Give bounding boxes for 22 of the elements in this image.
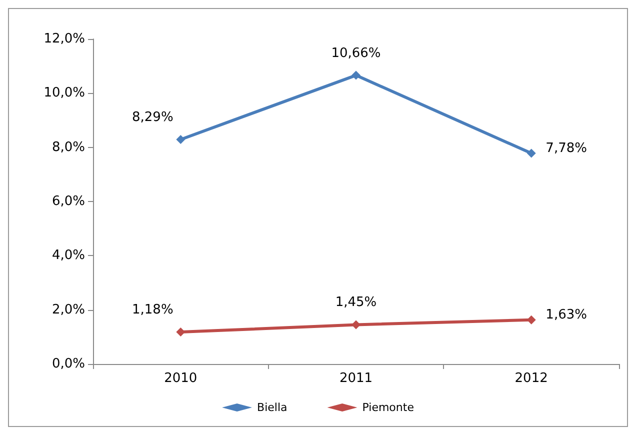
y-tick-label: 8,0% bbox=[52, 140, 85, 155]
x-tick-label: 2010 bbox=[164, 371, 198, 386]
data-label: 10,66% bbox=[331, 46, 381, 61]
y-tick-label: 0,0% bbox=[52, 356, 85, 372]
y-tick-label: 6,0% bbox=[52, 194, 85, 209]
x-tick-label: 2012 bbox=[514, 371, 548, 386]
data-label: 1,18% bbox=[132, 302, 174, 318]
y-tick-label: 10,0% bbox=[44, 86, 85, 101]
point bbox=[352, 70, 360, 80]
legend-label: Biella bbox=[257, 401, 288, 414]
data-label: 1,45% bbox=[335, 295, 377, 310]
data-label: 1,63% bbox=[546, 307, 587, 322]
x-tick-label: 2011 bbox=[339, 371, 373, 386]
data-label: 7,78% bbox=[546, 140, 587, 156]
point bbox=[352, 320, 360, 330]
y-tick-label: 4,0% bbox=[52, 248, 85, 264]
data-label: 8,29% bbox=[132, 110, 174, 125]
legend-label: Piemonte bbox=[362, 401, 414, 414]
point bbox=[526, 148, 536, 158]
y-tick-label: 12,0% bbox=[44, 32, 85, 46]
y-tick-label: 2,0% bbox=[52, 302, 85, 318]
point bbox=[176, 134, 186, 144]
